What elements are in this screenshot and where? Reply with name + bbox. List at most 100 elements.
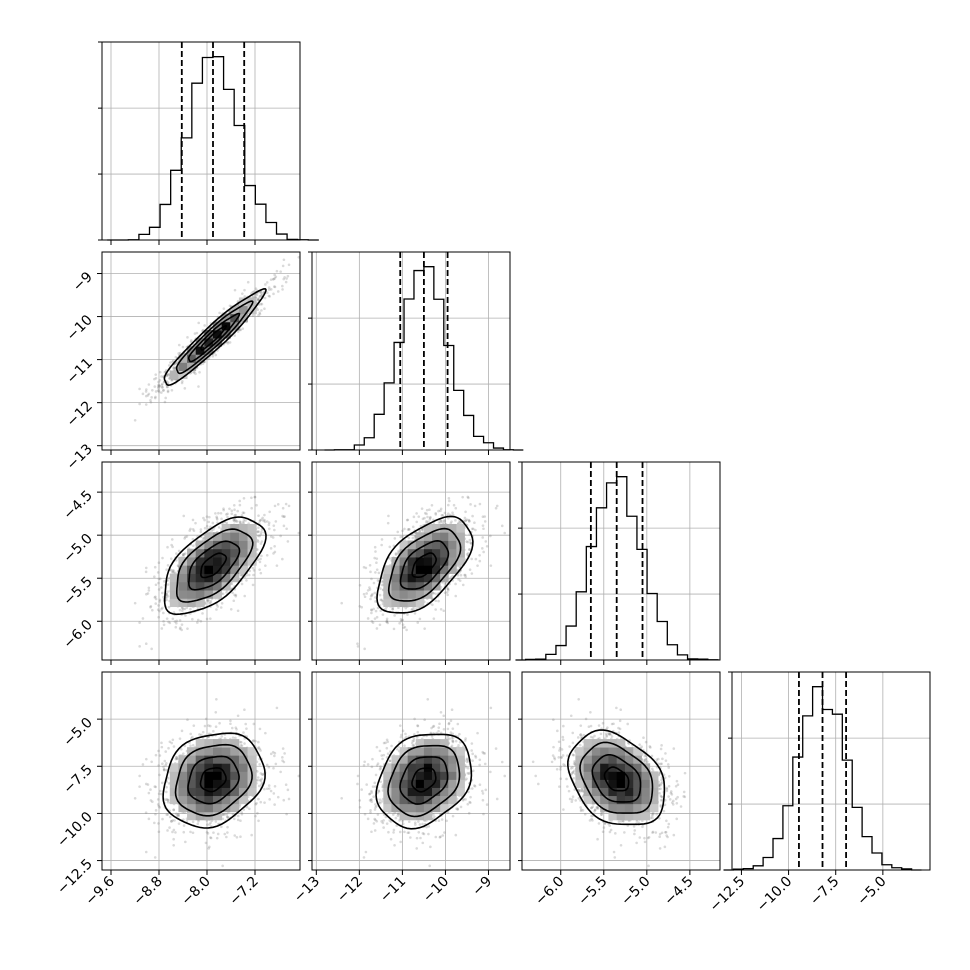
density-cell	[432, 565, 441, 574]
scatter-point	[154, 583, 158, 587]
scatter-point	[192, 544, 195, 548]
density-cell	[195, 573, 205, 583]
scatter-point	[385, 619, 389, 623]
scatter-point	[141, 617, 145, 620]
density-cell	[423, 557, 433, 566]
scatter-point	[172, 359, 175, 363]
scatter-point	[205, 515, 209, 518]
scatter-point	[219, 606, 223, 609]
scatter-point	[157, 383, 160, 387]
panel-frame	[311, 461, 511, 661]
scatter-point	[245, 573, 248, 577]
scatter-point	[169, 361, 172, 364]
scatter-point	[371, 621, 375, 624]
density-cell	[187, 565, 197, 574]
scatter-point	[411, 525, 415, 529]
scatter-point	[478, 554, 481, 557]
scatter-point	[157, 386, 160, 390]
scatter-point	[147, 589, 151, 592]
scatter-point	[252, 290, 256, 293]
scatter-point	[500, 524, 504, 528]
scatter-point	[380, 543, 383, 547]
scatter-point	[439, 519, 443, 522]
density-cell	[178, 581, 188, 591]
scatter-point	[230, 509, 234, 513]
density-cell	[399, 565, 409, 574]
scatter-point	[191, 744, 195, 747]
scatter-point	[150, 396, 153, 399]
density-cell	[213, 532, 223, 541]
scatter-point	[373, 591, 377, 595]
scatter-point	[425, 521, 428, 524]
density-cell	[221, 532, 231, 541]
scatter-point	[230, 582, 234, 586]
scatter-point	[416, 621, 420, 624]
scatter-point	[394, 552, 398, 555]
scatter-point	[393, 614, 396, 617]
density-cell	[407, 540, 417, 550]
density-cell	[407, 590, 417, 599]
scatter-point	[267, 523, 271, 527]
scatter-point	[286, 274, 290, 278]
scatter-point	[258, 312, 262, 316]
scatter-point	[271, 277, 275, 281]
scatter-point	[175, 378, 178, 382]
scatter-point	[284, 280, 288, 284]
scatter-point	[170, 538, 174, 541]
density-cell	[187, 598, 197, 608]
scatter-point	[150, 760, 153, 764]
scatter-point	[228, 341, 232, 344]
scatter-point	[236, 330, 240, 333]
scatter-point	[256, 776, 260, 779]
scatter-point	[447, 512, 450, 516]
density-cell	[213, 540, 223, 550]
scatter-point	[160, 391, 163, 394]
scatter-point	[238, 520, 242, 523]
scatter-point	[257, 534, 260, 538]
scatter-point	[484, 540, 488, 543]
scatter-point	[166, 389, 170, 393]
density-cell	[178, 590, 188, 599]
scatter-point	[225, 591, 228, 594]
scatter-point	[268, 510, 271, 514]
panel-frame	[101, 251, 301, 451]
scatter-point	[399, 617, 403, 621]
density-cell	[213, 557, 223, 566]
scatter-point	[469, 542, 473, 545]
scatter-point	[469, 541, 472, 544]
density-cell	[213, 565, 223, 574]
scatter-point	[265, 291, 269, 295]
scatter-point	[485, 544, 489, 548]
y-tick-label: −12	[64, 398, 96, 430]
scatter-point	[466, 540, 470, 544]
scatter-point	[454, 519, 457, 522]
scatter-point	[242, 497, 246, 500]
scatter-point	[415, 520, 419, 524]
scatter-point	[442, 609, 446, 613]
density-cell	[448, 540, 457, 550]
scatter-point	[144, 570, 148, 574]
scatter-point	[264, 564, 267, 567]
scatter-point	[401, 618, 405, 622]
scatter-point	[405, 518, 409, 522]
scatter-point	[269, 288, 273, 291]
scatter-point	[282, 258, 286, 262]
scatter-point	[374, 550, 377, 553]
scatter-point	[261, 516, 264, 520]
density-cell	[221, 523, 231, 533]
y-tick-label: −9	[70, 269, 96, 295]
density-cell	[407, 557, 417, 566]
scatter-point	[193, 332, 197, 335]
scatter-point	[166, 564, 170, 567]
scatter-point	[426, 515, 429, 519]
y-tick-label: −5.0	[60, 531, 95, 566]
scatter-point	[184, 614, 187, 617]
scatter-point	[175, 619, 179, 623]
scatter-point	[251, 314, 255, 317]
scatter-point	[178, 619, 182, 622]
scatter-point	[209, 599, 213, 603]
scatter-point	[191, 617, 194, 621]
scatter-point	[440, 520, 444, 523]
scatter-point	[209, 617, 212, 620]
scatter-point	[443, 591, 447, 595]
